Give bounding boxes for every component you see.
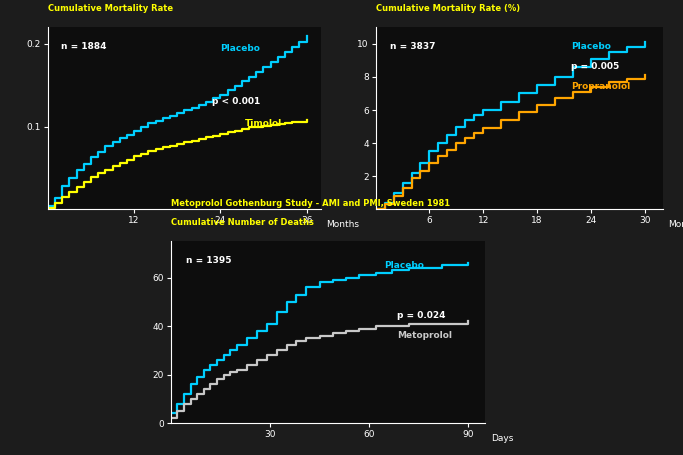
Text: Placebo: Placebo <box>385 262 424 270</box>
Text: p < 0.001: p < 0.001 <box>212 97 260 106</box>
Text: p = 0.024: p = 0.024 <box>397 311 445 319</box>
Text: Placebo: Placebo <box>571 42 611 51</box>
Text: Metoprolol: Metoprolol <box>397 331 452 339</box>
Text: Cumulative Mortality Rate: Cumulative Mortality Rate <box>48 4 173 13</box>
Text: n = 1395: n = 1395 <box>186 256 232 265</box>
Text: p = 0.005: p = 0.005 <box>571 62 619 71</box>
Text: Days: Days <box>491 434 514 443</box>
Text: Cumulative Number of Deaths: Cumulative Number of Deaths <box>171 217 313 227</box>
Text: Propranolol: Propranolol <box>571 82 630 91</box>
Text: n = 1884: n = 1884 <box>61 42 107 51</box>
Text: Months: Months <box>326 220 359 229</box>
Text: Cumulative Mortality Rate (%): Cumulative Mortality Rate (%) <box>376 4 520 13</box>
Text: Months: Months <box>668 220 683 229</box>
Text: n = 3837: n = 3837 <box>390 42 436 51</box>
Text: Timolol: Timolol <box>245 119 282 127</box>
Text: Placebo: Placebo <box>220 44 260 53</box>
Text: Metoprolol Gothenburg Study - AMI and PMI, Sweden 1981: Metoprolol Gothenburg Study - AMI and PM… <box>171 199 450 208</box>
